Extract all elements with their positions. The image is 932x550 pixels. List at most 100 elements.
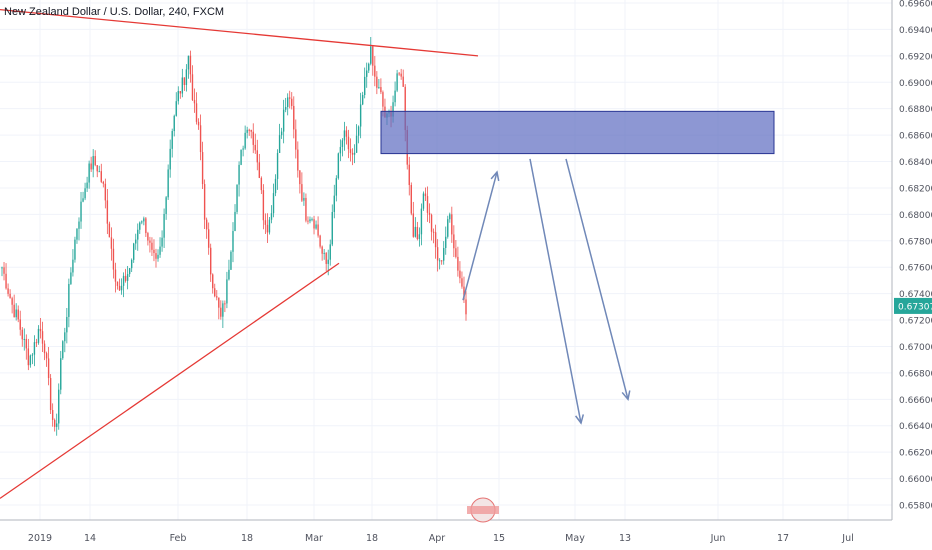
candle-body xyxy=(447,219,449,237)
candle-body xyxy=(307,220,309,222)
candle-body xyxy=(438,260,441,262)
candle-body xyxy=(463,286,465,300)
candle-body xyxy=(15,309,17,318)
arrow-down-1-head[interactable] xyxy=(575,414,585,425)
candle-body xyxy=(228,269,230,280)
candle-body xyxy=(92,156,94,170)
candle-body xyxy=(315,224,317,229)
candle-body xyxy=(173,115,175,132)
candle-body xyxy=(414,226,417,237)
candle-body xyxy=(23,338,25,340)
candle-body xyxy=(193,99,196,104)
candle-body xyxy=(345,130,348,137)
candle-body xyxy=(372,46,374,66)
candle-body xyxy=(116,281,119,286)
candle-body xyxy=(347,136,350,150)
candle-body xyxy=(331,211,333,245)
candle-body xyxy=(88,163,90,183)
drawings[interactable] xyxy=(0,8,775,499)
arrow-down-1[interactable] xyxy=(529,158,582,424)
candle-body xyxy=(207,229,210,248)
candle-body xyxy=(252,131,254,145)
candle-body xyxy=(272,193,275,214)
candle-body xyxy=(286,97,289,107)
candle-body xyxy=(66,316,68,333)
candle-body xyxy=(457,256,459,271)
candle-body xyxy=(337,153,340,179)
time-axis[interactable]: 2019 14 Feb 18 Mar 18 Apr 15 May 13 Jun 17 Jul xyxy=(0,519,892,544)
candle-body xyxy=(110,237,113,249)
arrow-down-2[interactable] xyxy=(565,158,629,400)
arrow-up-head[interactable] xyxy=(490,170,500,182)
candle-body xyxy=(183,77,186,86)
watermark xyxy=(467,497,499,523)
candle-body xyxy=(313,219,315,229)
candle-body xyxy=(295,129,297,150)
candle-body xyxy=(29,355,32,366)
candle-body xyxy=(319,235,321,247)
support-trendline[interactable] xyxy=(0,262,340,499)
candle-body xyxy=(1,267,3,269)
candle-body xyxy=(151,242,153,250)
candle-body xyxy=(256,150,259,163)
candle-body xyxy=(45,353,48,359)
resistance-trendline[interactable] xyxy=(0,8,479,57)
candle-body xyxy=(195,103,198,122)
candle-body xyxy=(149,240,151,243)
candle-body xyxy=(363,76,366,96)
candle-body xyxy=(189,55,192,75)
candle-body xyxy=(199,125,202,153)
candle-body xyxy=(51,410,54,420)
candle-body xyxy=(359,104,362,127)
candle-body xyxy=(264,220,267,225)
candle-body xyxy=(78,221,80,229)
grid-lines xyxy=(0,0,892,520)
time-tick-label: Jun xyxy=(710,533,726,544)
candle-body xyxy=(39,328,42,332)
candle-body xyxy=(412,213,415,237)
candle-body xyxy=(274,178,277,194)
candle-body xyxy=(321,246,323,254)
candle-body xyxy=(443,247,445,261)
candle-body xyxy=(392,102,394,117)
candle-body xyxy=(214,288,216,297)
candle-body xyxy=(291,98,293,106)
candle-body xyxy=(74,239,76,260)
candle-body xyxy=(351,152,354,155)
candle-body xyxy=(139,222,141,230)
candle-body xyxy=(270,213,273,220)
arrow-down-2-head[interactable] xyxy=(621,390,631,401)
candle-body xyxy=(137,229,139,240)
candle-body xyxy=(37,328,40,343)
candle-body xyxy=(410,185,412,214)
candle-body xyxy=(416,226,419,240)
candle-body xyxy=(56,423,58,427)
candle-body xyxy=(404,86,406,131)
candle-body xyxy=(418,234,421,240)
supply-zone-rectangle[interactable] xyxy=(380,110,775,155)
candle-body xyxy=(177,91,179,102)
candle-body xyxy=(70,272,72,284)
candle-body xyxy=(187,55,190,70)
candle-body xyxy=(90,163,92,170)
candle-body xyxy=(299,170,301,185)
candle-body xyxy=(224,303,226,305)
candle-body xyxy=(278,135,281,153)
candle-body xyxy=(402,76,404,87)
candle-body xyxy=(236,184,238,212)
arrow-up[interactable] xyxy=(462,171,498,301)
candle-body xyxy=(5,273,7,289)
candle-body xyxy=(11,298,13,305)
candle-body xyxy=(118,285,121,291)
candle-body xyxy=(35,342,38,344)
candle-body xyxy=(396,73,398,91)
candle-body xyxy=(25,338,28,349)
